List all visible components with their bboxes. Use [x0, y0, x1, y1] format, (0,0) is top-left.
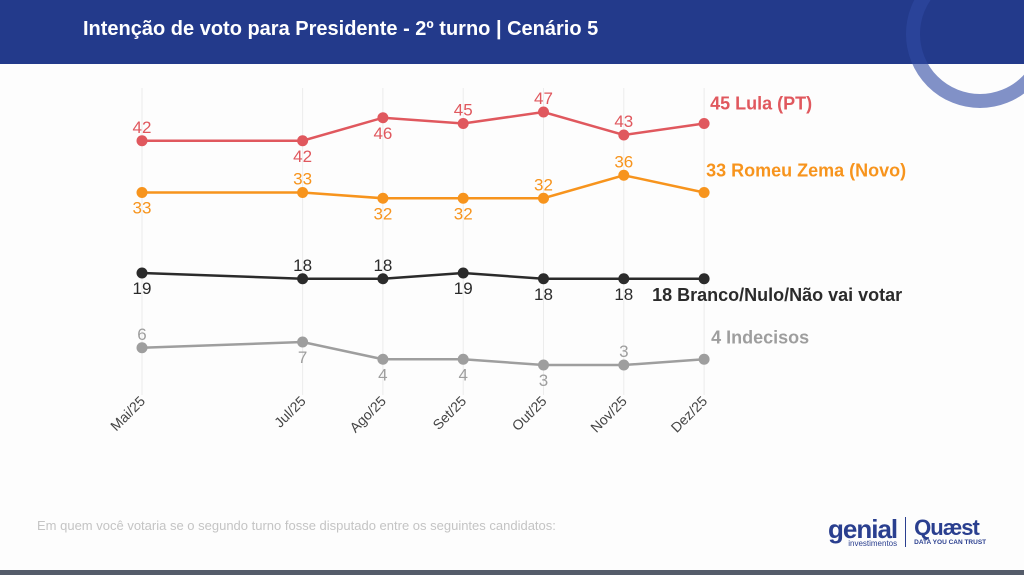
- data-point: [698, 353, 710, 365]
- data-point: [618, 359, 630, 371]
- footnote: Em quem você votaria se o segundo turno …: [37, 518, 556, 533]
- data-point: [377, 353, 389, 365]
- data-label: 4: [378, 365, 387, 384]
- data-label: 19: [133, 279, 152, 298]
- chart-series-labels: 45 Lula (PT) 33 Romeu Zema (Novo) 18 Branc…: [652, 94, 906, 348]
- data-point: [297, 336, 309, 348]
- data-label: 18: [534, 285, 553, 304]
- data-point: [297, 273, 309, 285]
- logo-divider: [905, 517, 907, 547]
- x-tick-label: Ago/25: [346, 393, 389, 436]
- series-end-label: 45 Lula (PT): [710, 94, 812, 114]
- data-point: [297, 135, 309, 147]
- x-tick-label: Jul/25: [271, 393, 309, 431]
- data-label: 18: [373, 256, 392, 275]
- series-end-label: 18 Branco/Nulo/Não vai votar: [652, 285, 902, 305]
- data-point: [698, 187, 710, 198]
- data-label: 42: [293, 147, 312, 166]
- data-point: [136, 267, 148, 279]
- data-point: [618, 169, 630, 181]
- data-label: 43: [614, 112, 633, 131]
- data-label: 46: [373, 124, 392, 143]
- genial-logo: genial investimentos: [828, 514, 898, 548]
- logos: genial investimentos Quæst DATA YOU CAN …: [828, 512, 1008, 552]
- data-label: 32: [454, 204, 473, 223]
- data-label: 32: [534, 175, 553, 194]
- x-tick-label: Out/25: [509, 393, 550, 434]
- series-end-label: 33 Romeu Zema (Novo): [706, 161, 906, 181]
- data-point: [136, 342, 148, 354]
- quaest-logo-main: Quæst: [914, 515, 980, 541]
- data-point: [377, 192, 389, 204]
- data-point: [457, 192, 469, 204]
- genial-logo-sub: investimentos: [848, 539, 898, 548]
- data-label: 6: [137, 325, 146, 344]
- chart-lines: [141, 110, 705, 367]
- data-label: 33: [133, 199, 152, 218]
- data-point: [538, 192, 549, 204]
- data-label: 18: [293, 256, 312, 275]
- x-tick-label: Nov/25: [587, 393, 630, 436]
- header-bar: Intenção de voto para Presidente - 2º tu…: [0, 0, 1024, 108]
- quaest-logo: Quæst DATA YOU CAN TRUST: [914, 517, 986, 547]
- data-point: [297, 187, 309, 198]
- data-point: [538, 359, 549, 371]
- data-point: [538, 273, 549, 285]
- data-point: [377, 273, 389, 285]
- x-tick-label: Dez/25: [668, 393, 711, 436]
- data-point: [457, 353, 469, 365]
- data-label: 7: [298, 348, 307, 367]
- data-label: 4: [458, 365, 467, 384]
- chart-x-axis-ticks: Mai/25 Jul/25 Ago/25 Set/25 Out/25 Nov/25 Dez/…: [107, 393, 710, 436]
- data-label: 45: [454, 101, 473, 120]
- data-label: 3: [539, 371, 548, 390]
- data-label: 33: [293, 170, 312, 189]
- data-point: [457, 267, 469, 279]
- genial-logo-main: genial: [828, 514, 898, 544]
- data-label: 42: [133, 118, 152, 137]
- quaest-logo-sub: DATA YOU CAN TRUST: [914, 539, 987, 547]
- data-label: 18: [614, 285, 633, 304]
- data-point: [618, 273, 630, 285]
- x-tick-label: Set/25: [429, 393, 469, 433]
- page-title: Intenção de voto para Presidente - 2º tu…: [83, 18, 599, 40]
- chart-points: [136, 106, 710, 371]
- data-point: [698, 118, 710, 129]
- data-point: [136, 187, 148, 198]
- series-end-label: 4 Indecisos: [711, 327, 809, 347]
- data-point: [618, 129, 630, 141]
- data-label: 36: [614, 152, 633, 171]
- data-label: 47: [534, 89, 553, 108]
- data-label: 32: [373, 204, 392, 223]
- data-label: 3: [619, 342, 628, 361]
- data-point: [457, 118, 469, 129]
- data-point: [136, 135, 148, 147]
- bottom-bar: [0, 570, 1024, 575]
- data-label: 19: [454, 279, 473, 298]
- x-tick-label: Mai/25: [107, 393, 148, 434]
- data-point: [698, 273, 710, 285]
- data-point: [538, 106, 549, 118]
- data-point: [377, 112, 389, 124]
